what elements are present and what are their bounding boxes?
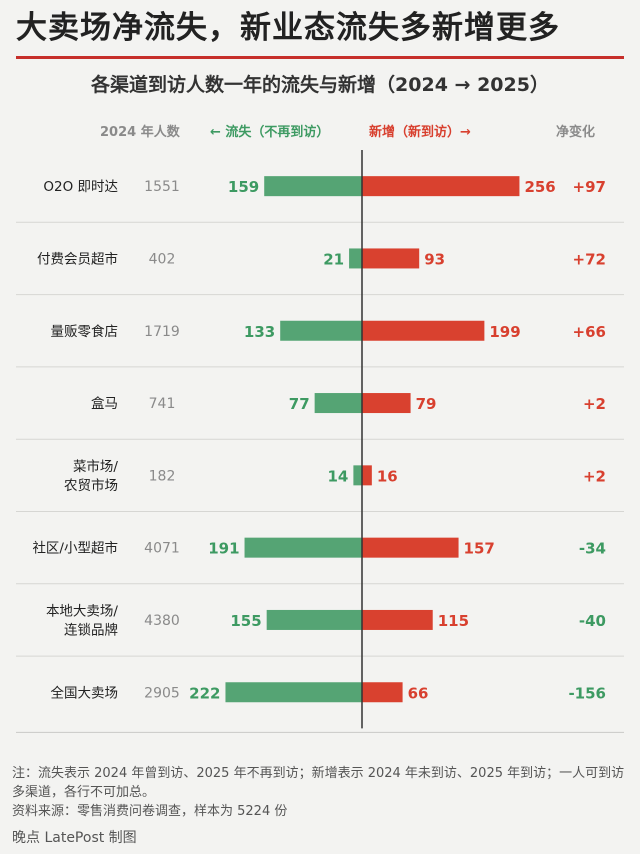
loss-value-label: 77 (289, 395, 310, 413)
base-2024-value: 1719 (144, 324, 180, 340)
loss-value-label: 21 (323, 250, 344, 268)
loss-bar (244, 537, 362, 558)
gain-bar (362, 176, 520, 197)
loss-value-label: 159 (228, 178, 259, 196)
gain-value-label: 66 (408, 684, 429, 702)
base-2024-value: 402 (149, 251, 176, 267)
loss-value-label: 191 (208, 540, 239, 558)
base-2024-value: 2905 (144, 685, 180, 701)
gain-value-label: 115 (438, 612, 469, 630)
category-label: 盒马 (91, 395, 118, 412)
loss-bar (353, 465, 362, 486)
gain-value-label: 16 (377, 467, 398, 485)
category-label: O2O 即时达 (43, 179, 118, 195)
category-label: 量贩零食店 (51, 323, 119, 340)
net-change-value: +2 (583, 467, 606, 485)
loss-value-label: 14 (328, 467, 349, 485)
gain-bar (362, 682, 403, 703)
gain-value-label: 256 (524, 178, 555, 196)
base-2024-value: 4380 (144, 613, 180, 629)
gain-bar (362, 393, 411, 414)
gain-value-label: 93 (424, 250, 445, 268)
net-change-value: -40 (579, 612, 606, 630)
loss-bar (349, 248, 362, 269)
column-header-2024-count: 2024 年人数 (100, 125, 180, 140)
loss-bar (264, 176, 362, 197)
gain-bar (362, 537, 459, 558)
gain-value-label: 157 (464, 540, 495, 558)
gain-bar (362, 320, 485, 341)
base-2024-value: 182 (149, 468, 176, 484)
base-2024-value: 1551 (144, 179, 180, 195)
loss-value-label: 133 (244, 323, 275, 341)
loss-bar (314, 393, 362, 414)
category-label: 菜市场/农贸市场 (64, 458, 118, 494)
footer-source: 资料来源：零售消费问卷调查，样本为 5224 份 (12, 804, 288, 819)
column-header-net-change: 净变化 (556, 125, 596, 140)
loss-bar (266, 609, 362, 630)
net-change-value: +66 (573, 323, 606, 341)
net-change-value: -34 (579, 540, 606, 558)
category-label: 社区/小型超市 (32, 540, 118, 557)
gain-value-label: 199 (489, 323, 520, 341)
footer-credit: 晚点 LatePost 制图 (12, 830, 137, 846)
gain-bar (362, 248, 420, 269)
gain-bar (362, 465, 372, 486)
chart-subtitle: 各渠道到访人数一年的流失与新增（2024 → 2025） (91, 74, 549, 96)
loss-value-label: 222 (189, 684, 220, 702)
diverging-bar-chart: O2O 即时达 1551 159 256 +97 付费会员超市 402 21 93 +72 量贩零食… (16, 150, 624, 733)
base-2024-value: 4071 (144, 541, 180, 557)
net-change-value: +97 (573, 178, 606, 196)
category-label: 全国大卖场 (51, 684, 119, 701)
net-change-value: +72 (573, 250, 606, 268)
gain-value-label: 79 (416, 395, 437, 413)
loss-bar (225, 682, 362, 703)
loss-value-label: 155 (230, 612, 261, 630)
column-header-gain: 新增（新到访）→ (369, 125, 471, 140)
footer-notes: 注：流失表示 2024 年曾到访、2025 年不再到访；新增表示 2024 年未… (12, 764, 628, 821)
title-accent-rule (16, 56, 624, 59)
chart-title: 大卖场净流失，新业态流失多新增更多 (16, 10, 560, 46)
category-label: 本地大卖场/连锁品牌 (46, 603, 118, 638)
category-label: 付费会员超市 (37, 250, 118, 267)
gain-bar (362, 609, 433, 630)
base-2024-value: 741 (149, 396, 176, 412)
footer-note: 注：流失表示 2024 年曾到访、2025 年不再到访；新增表示 2024 年未… (12, 766, 625, 800)
loss-bar (280, 320, 362, 341)
net-change-value: -156 (568, 684, 606, 702)
net-change-value: +2 (583, 395, 606, 413)
column-header-loss: ← 流失（不再到访） (210, 125, 330, 140)
